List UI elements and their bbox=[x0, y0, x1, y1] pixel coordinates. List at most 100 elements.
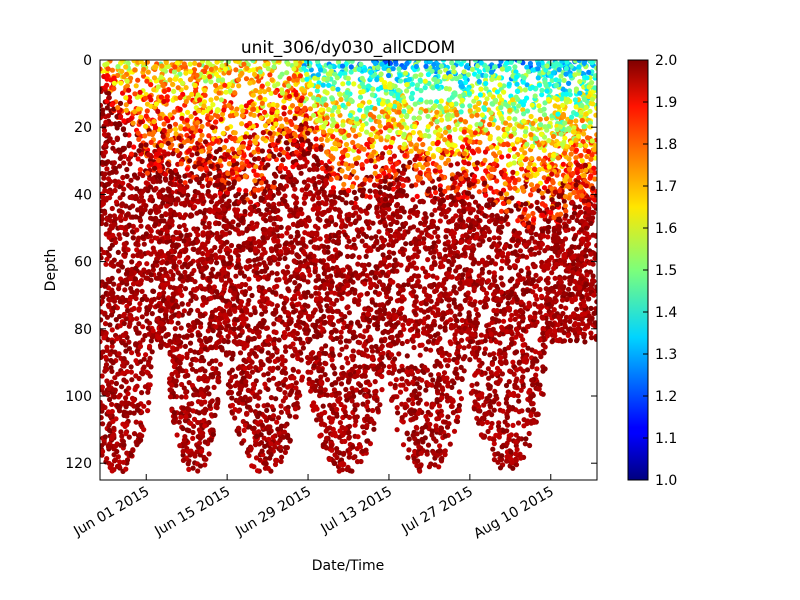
scatter-point bbox=[451, 284, 457, 290]
scatter-point bbox=[105, 113, 111, 119]
scatter-point bbox=[443, 85, 449, 92]
scatter-point bbox=[233, 273, 239, 279]
scatter-point bbox=[287, 413, 293, 419]
scatter-point bbox=[299, 142, 305, 148]
scatter-point bbox=[122, 287, 128, 293]
scatter-point bbox=[338, 329, 344, 335]
scatter-point bbox=[454, 161, 461, 167]
scatter-point bbox=[145, 69, 151, 75]
scatter-point bbox=[311, 95, 317, 101]
scatter-point bbox=[130, 203, 136, 209]
scatter-point bbox=[117, 459, 123, 465]
scatter-point bbox=[476, 189, 482, 195]
scatter-point bbox=[218, 239, 224, 245]
scatter-point bbox=[423, 387, 429, 393]
scatter-point bbox=[117, 392, 123, 398]
scatter-point bbox=[139, 390, 145, 396]
scatter-point bbox=[186, 237, 192, 243]
scatter-point bbox=[491, 437, 497, 443]
scatter-point bbox=[318, 136, 324, 142]
scatter-point bbox=[198, 324, 204, 330]
scatter-point bbox=[225, 334, 231, 340]
scatter-point bbox=[136, 136, 142, 142]
scatter-point bbox=[287, 207, 293, 213]
scatter-point bbox=[328, 334, 334, 340]
scatter-point bbox=[504, 458, 510, 464]
scatter-point bbox=[345, 152, 351, 158]
scatter-point bbox=[457, 311, 463, 317]
scatter-point bbox=[512, 177, 518, 183]
scatter-point bbox=[344, 244, 350, 250]
scatter-point bbox=[365, 399, 371, 405]
scatter-point bbox=[138, 223, 144, 229]
scatter-point bbox=[159, 213, 165, 219]
scatter-point bbox=[509, 142, 516, 148]
scatter-point bbox=[437, 183, 443, 189]
scatter-point bbox=[563, 208, 569, 214]
scatter-point bbox=[583, 253, 589, 259]
scatter-point bbox=[251, 168, 257, 174]
scatter-point bbox=[454, 359, 460, 366]
scatter-point bbox=[355, 261, 361, 267]
scatter-point bbox=[417, 109, 423, 115]
scatter-point bbox=[498, 275, 504, 281]
scatter-point bbox=[270, 102, 276, 108]
scatter-point bbox=[406, 397, 412, 403]
scatter-point bbox=[415, 328, 421, 334]
scatter-point bbox=[293, 380, 299, 386]
scatter-point bbox=[109, 327, 115, 333]
scatter-point bbox=[318, 296, 324, 303]
scatter-point bbox=[147, 373, 153, 379]
scatter-point bbox=[227, 378, 234, 384]
scatter-point bbox=[410, 400, 416, 407]
scatter-point bbox=[345, 360, 351, 366]
scatter-point bbox=[256, 207, 262, 213]
scatter-point bbox=[574, 217, 580, 223]
scatter-point bbox=[107, 322, 113, 328]
scatter-point bbox=[109, 408, 115, 415]
scatter-point bbox=[592, 176, 597, 182]
scatter-point bbox=[512, 185, 518, 191]
scatter-point bbox=[218, 244, 224, 250]
scatter-point bbox=[281, 105, 287, 111]
scatter-point bbox=[229, 402, 236, 408]
scatter-point bbox=[411, 288, 417, 295]
scatter-point bbox=[505, 221, 511, 227]
scatter-point bbox=[116, 286, 122, 292]
scatter-point bbox=[393, 377, 399, 383]
scatter-point bbox=[128, 177, 134, 183]
scatter-point bbox=[293, 195, 299, 201]
scatter-point bbox=[588, 335, 595, 341]
scatter-point bbox=[482, 100, 489, 107]
scatter-point bbox=[369, 344, 375, 350]
scatter-point bbox=[514, 170, 520, 176]
scatter-point bbox=[294, 267, 300, 273]
scatter-point bbox=[151, 87, 157, 93]
scatter-point bbox=[421, 236, 427, 242]
scatter-point bbox=[525, 407, 531, 413]
scatter-point bbox=[404, 267, 410, 273]
scatter-point bbox=[504, 191, 510, 197]
scatter-point bbox=[316, 179, 322, 185]
scatter-point bbox=[537, 286, 543, 293]
scatter-point bbox=[528, 412, 534, 418]
scatter-point bbox=[484, 96, 490, 102]
scatter-point bbox=[458, 396, 464, 402]
scatter-point bbox=[428, 99, 434, 105]
scatter-point bbox=[299, 137, 305, 144]
scatter-point bbox=[163, 171, 169, 177]
scatter-point bbox=[307, 272, 313, 278]
scatter-point bbox=[124, 173, 130, 179]
scatter-point bbox=[273, 147, 279, 153]
scatter-point bbox=[345, 80, 352, 86]
scatter-point bbox=[436, 372, 442, 378]
scatter-point bbox=[336, 104, 342, 110]
scatter-point bbox=[550, 337, 556, 343]
scatter-point bbox=[361, 430, 367, 436]
scatter-point bbox=[512, 64, 518, 70]
scatter-point bbox=[411, 115, 417, 121]
scatter-point bbox=[338, 381, 345, 387]
scatter-point bbox=[536, 82, 543, 88]
scatter-point bbox=[421, 309, 427, 315]
scatter-point bbox=[448, 201, 454, 208]
